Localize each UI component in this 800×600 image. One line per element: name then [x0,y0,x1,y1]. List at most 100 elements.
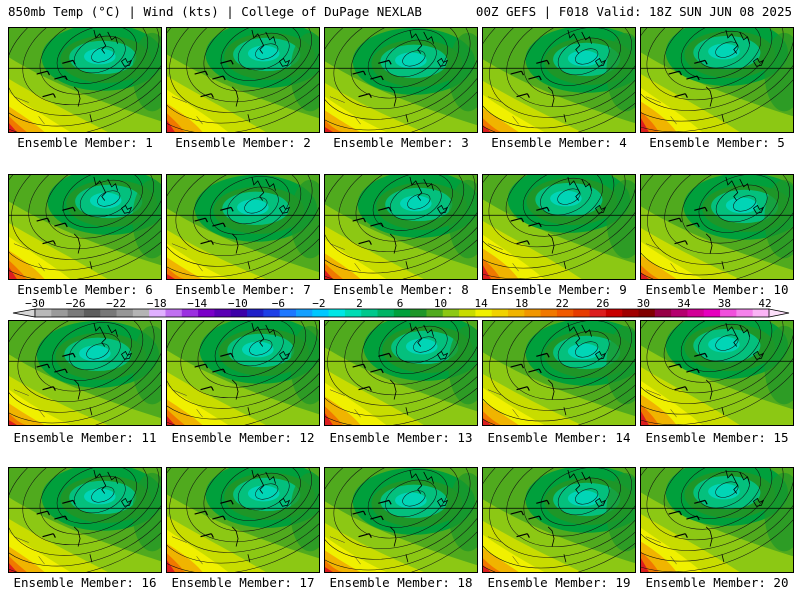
colorbar-tick-label: 38 [718,297,731,310]
ensemble-member-map [166,27,320,133]
ensemble-member-label: Ensemble Member: 20 [645,575,789,590]
ensemble-member-map [482,467,636,573]
colorbar-segment [556,309,574,317]
ensemble-member-label: Ensemble Member: 6 [17,282,153,297]
ensemble-member-map [640,467,794,573]
colorbar-segment [247,309,264,317]
ensemble-member-label: Ensemble Member: 4 [491,135,627,150]
colorbar-segment [295,309,313,317]
header-title: 850mb Temp (°C) | Wind (kts) | College o… [8,4,422,19]
colorbar-tick-label: 6 [397,297,404,310]
colorbar-segment [475,309,493,317]
colorbar-segment [654,309,672,317]
ensemble-member-map [640,320,794,426]
ensemble-member-map [324,320,478,426]
ensemble-member-label: Ensemble Member: 8 [333,282,469,297]
colorbar-segment [67,309,85,317]
ensemble-member-label: Ensemble Member: 7 [175,282,311,297]
colorbar-tick-label: 42 [758,297,771,310]
ensemble-member-map [640,174,794,280]
colorbar-segment [198,309,216,317]
ensemble-member-label: Ensemble Member: 3 [333,135,469,150]
colorbar-segment [35,309,52,317]
colorbar-segment [605,309,623,317]
ensemble-member-label: Ensemble Member: 9 [491,282,627,297]
colorbar-segment [573,309,591,317]
colorbar-segment [214,309,232,317]
ensemble-member-label: Ensemble Member: 2 [175,135,311,150]
ensemble-member-label: Ensemble Member: 1 [17,135,153,150]
ensemble-member-map [482,320,636,426]
ensemble-member-label: Ensemble Member: 12 [171,430,315,445]
colorbar-segment [393,309,411,317]
ensemble-member-map [640,27,794,133]
colorbar-segment [83,309,101,317]
ensemble-member-map [324,467,478,573]
ensemble-member-map [8,174,162,280]
ensemble-member-label: Ensemble Member: 18 [329,575,473,590]
colorbar-tick-label: −26 [66,297,86,310]
colorbar-tick-label: 22 [556,297,569,310]
colorbar-segment [459,309,476,317]
colorbar-tick-label: −6 [272,297,285,310]
colorbar-segment [51,309,69,317]
colorbar-tick-label: 2 [356,297,363,310]
colorbar-segment [720,309,737,317]
colorbar-tick-label: 34 [677,297,691,310]
ensemble-member-label: Ensemble Member: 17 [171,575,315,590]
colorbar-tick-label: 10 [434,297,447,310]
colorbar-segment [132,309,150,317]
ensemble-member-map [8,27,162,133]
ensemble-member-map [166,174,320,280]
colorbar-segment [671,309,689,317]
ensemble-member-map [8,320,162,426]
ensemble-member-map [482,27,636,133]
colorbar-segment [622,309,640,317]
ensemble-member-map [482,174,636,280]
ensemble-member-map [8,467,162,573]
colorbar-tick-label: 30 [637,297,650,310]
colorbar-segment [589,309,607,317]
colorbar-segment [230,309,248,317]
ensemble-member-map [324,27,478,133]
colorbar-low-arrow [12,308,36,318]
colorbar-segment [638,309,656,317]
colorbar-segment [540,309,558,317]
ensemble-member-map [166,467,320,573]
colorbar-segment [149,309,167,317]
colorbar-segment [116,309,134,317]
colorbar-segment [328,309,346,317]
ensemble-member-label: Ensemble Member: 19 [487,575,631,590]
ensemble-member-label: Ensemble Member: 14 [487,430,631,445]
colorbar-tick-label: −22 [106,297,126,310]
colorbar-segment [361,309,379,317]
colorbar-segment [524,309,542,317]
colorbar-tick-label: 14 [474,297,488,310]
colorbar-segment [165,309,183,317]
colorbar-segment [703,309,721,317]
colorbar-segment [736,309,754,317]
ensemble-member-map [166,320,320,426]
colorbar-segment [312,309,330,317]
colorbar-segment [752,309,770,317]
colorbar-segment [410,309,428,317]
colorbar-segment [442,309,460,317]
ensemble-member-label: Ensemble Member: 5 [649,135,785,150]
colorbar-segment [263,309,281,317]
colorbar-tick-label: 26 [596,297,609,310]
colorbar-segment [377,309,395,317]
ensemble-member-label: Ensemble Member: 16 [13,575,157,590]
ensemble-member-label: Ensemble Member: 11 [13,430,157,445]
colorbar-tick-label: 18 [515,297,528,310]
ensemble-member-label: Ensemble Member: 15 [645,430,789,445]
ensemble-member-label: Ensemble Member: 10 [645,282,789,297]
colorbar-segment [687,309,705,317]
colorbar-segment [181,309,199,317]
colorbar-segment [508,309,525,317]
temperature-colorbar: −30 −26 −22 −18 −14 −10 −6 −2 2 6 10 14 18 22 26 30 34 38… [12,297,790,318]
colorbar-tick-label: −14 [187,297,207,310]
colorbar-segment [279,309,297,317]
header-valid-time: 00Z GEFS | F018 Valid: 18Z SUN JUN 08 20… [475,4,792,19]
colorbar-tick-label: −2 [312,297,325,310]
colorbar-tick-label: −30 [25,297,45,310]
